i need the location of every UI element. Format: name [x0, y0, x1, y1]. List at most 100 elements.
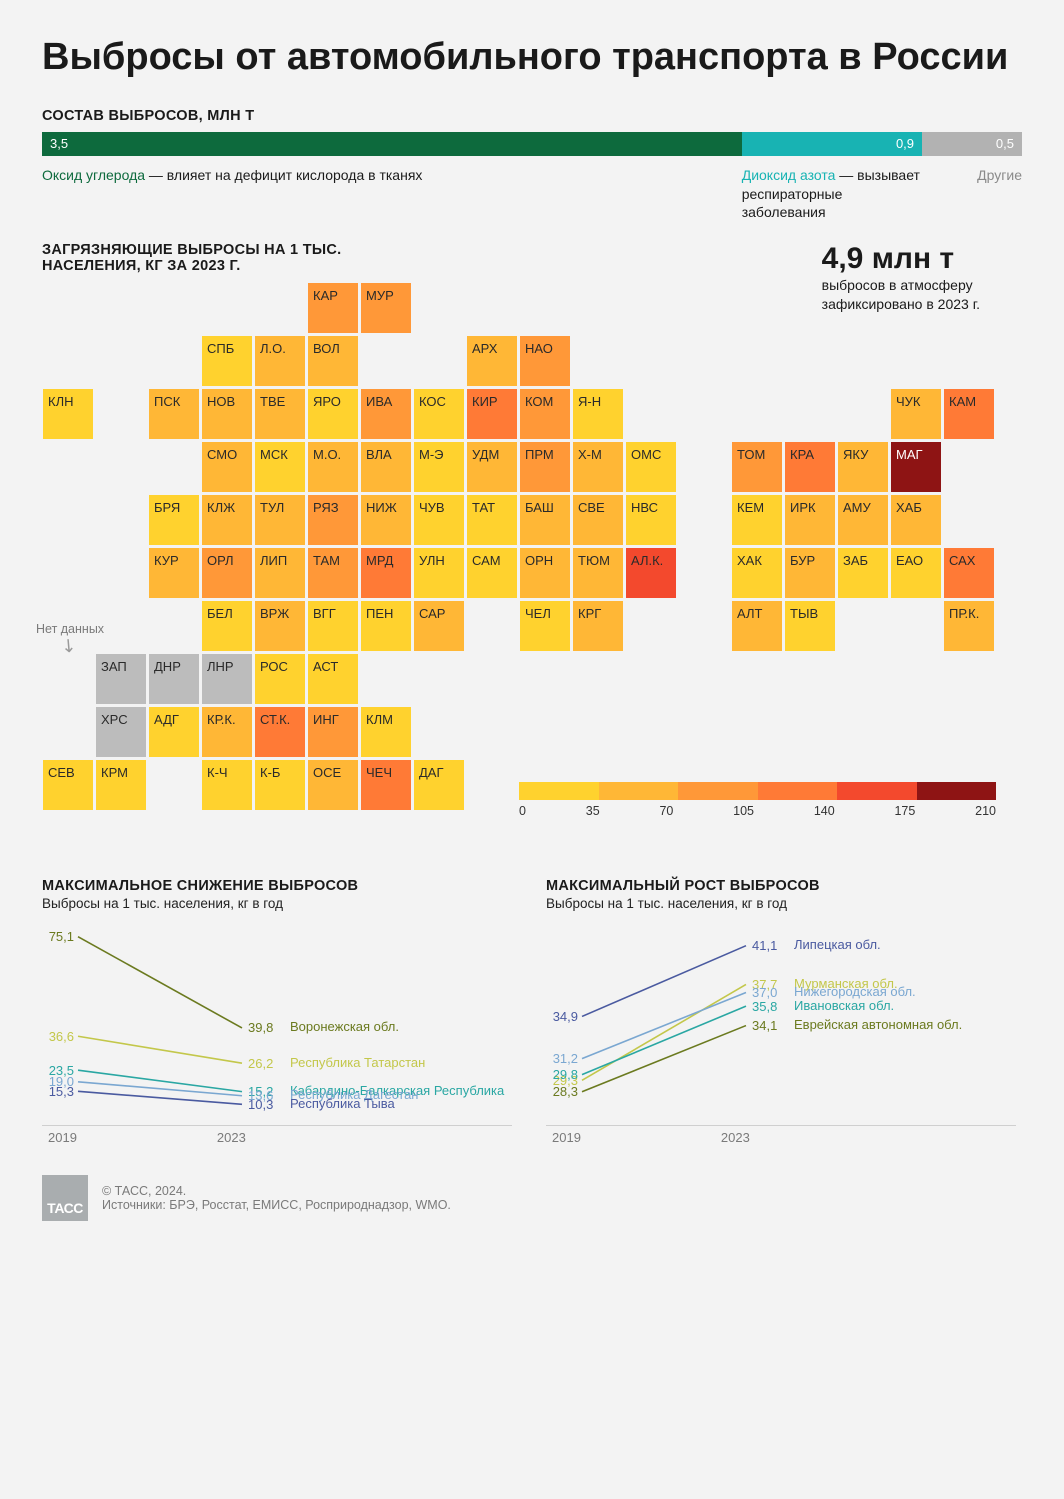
sources: Источники: БРЭ, Росстат, ЕМИСС, Росприро… [102, 1198, 451, 1212]
region-tile: МАГ [890, 441, 942, 493]
region-tile: ЧУВ [413, 494, 465, 546]
copyright: © ТАСС, 2024. [102, 1184, 451, 1198]
composition-legend-item: Диоксид азота — вызывает респираторные з… [742, 162, 922, 223]
region-tile: КОМ [519, 388, 571, 440]
region-tile: БАШ [519, 494, 571, 546]
region-tile: БУР [784, 547, 836, 599]
region-tile: НАО [519, 335, 571, 387]
region-tile: АЛТ [731, 600, 783, 652]
region-tile: КАР [307, 282, 359, 334]
region-tile: РЯЗ [307, 494, 359, 546]
region-tile: САМ [466, 547, 518, 599]
line-chart-svg [546, 921, 1016, 1121]
region-tile: ХАБ [890, 494, 942, 546]
year-2019: 2019 [48, 1130, 77, 1145]
decrease-subtitle: Выбросы на 1 тыс. населения, кг в год [42, 896, 512, 911]
region-tile: ДАГ [413, 759, 465, 811]
region-tile: МРД [360, 547, 412, 599]
region-tile: ЧУК [890, 388, 942, 440]
segment-value: 3,5 [42, 136, 76, 151]
region-tile: КРА [784, 441, 836, 493]
scale-segment [678, 782, 758, 800]
region-tile: КРГ [572, 600, 624, 652]
region-tile: КРМ [95, 759, 147, 811]
region-tile: ОМС [625, 441, 677, 493]
segment-value: 0,5 [988, 136, 1022, 151]
region-tile: Л.О. [254, 335, 306, 387]
scale-segment [837, 782, 917, 800]
region-tile: ПЕН [360, 600, 412, 652]
region-tile: КИР [466, 388, 518, 440]
region-tile: СЕВ [42, 759, 94, 811]
region-tile: СМО [201, 441, 253, 493]
increase-chart: МАКСИМАЛЬНЫЙ РОСТ ВЫБРОСОВ Выбросы на 1 … [546, 878, 1016, 1145]
region-tile: НОВ [201, 388, 253, 440]
region-tile: ИРК [784, 494, 836, 546]
summary-value: 4,9 млн т [822, 242, 980, 276]
region-tile: ДНР [148, 653, 200, 705]
decrease-title: МАКСИМАЛЬНОЕ СНИЖЕНИЕ ВЫБРОСОВ [42, 878, 512, 894]
composition-legend: Оксид углерода — влияет на дефицит кисло… [42, 162, 1022, 223]
region-tile: ХРС [95, 706, 147, 758]
composition-label: СОСТАВ ВЫБРОСОВ, МЛН Т [42, 108, 1022, 124]
region-tile: КЛЖ [201, 494, 253, 546]
region-tile: К-Ч [201, 759, 253, 811]
composition-segment: 0,5 [922, 132, 1022, 156]
region-tile: ИВА [360, 388, 412, 440]
legend-desc: — влияет на дефицит кислорода в тканях [149, 167, 422, 183]
region-tile: М-Э [413, 441, 465, 493]
region-tile: ОРЛ [201, 547, 253, 599]
region-tile: УДМ [466, 441, 518, 493]
region-tile: ЗАП [95, 653, 147, 705]
year-2023: 2023 [721, 1130, 750, 1145]
region-tile: КЛН [42, 388, 94, 440]
region-tile: ВРЖ [254, 600, 306, 652]
region-tile: КУР [148, 547, 200, 599]
region-tile: К-Б [254, 759, 306, 811]
region-tile: САР [413, 600, 465, 652]
legend-name: Другие [977, 167, 1022, 183]
tass-badge: ТАСС [42, 1175, 88, 1221]
region-tile: ПРМ [519, 441, 571, 493]
region-tile: МСК [254, 441, 306, 493]
region-tile: РОС [254, 653, 306, 705]
region-tile: СТ.К. [254, 706, 306, 758]
scale-tick: 175 [894, 804, 915, 818]
region-tile: ЯКУ [837, 441, 889, 493]
region-tile: ТОМ [731, 441, 783, 493]
decrease-plot: 75,139,8Воронежская обл.36,626,2Республи… [42, 921, 512, 1121]
color-scale: 03570105140175210 [519, 782, 996, 818]
region-tile-grid: КАРМУРСПБЛ.О.ВОЛАРХНАОКЛНПСКНОВТВЕЯРОИВА… [42, 282, 1022, 812]
composition-legend-item: Оксид углерода — влияет на дефицит кисло… [42, 162, 742, 223]
scale-segment [917, 782, 997, 800]
region-tile: БРЯ [148, 494, 200, 546]
region-tile: АСТ [307, 653, 359, 705]
increase-subtitle: Выбросы на 1 тыс. населения, кг в год [546, 896, 1016, 911]
region-tile: ТУЛ [254, 494, 306, 546]
decrease-axis: 2019 2023 [42, 1125, 512, 1145]
region-tile: АРХ [466, 335, 518, 387]
legend-name: Оксид углерода [42, 167, 149, 183]
region-tile: КЕМ [731, 494, 783, 546]
footer: ТАСС © ТАСС, 2024. Источники: БРЭ, Росст… [42, 1175, 1022, 1221]
region-tile: АЛ.К. [625, 547, 677, 599]
region-tile: НВС [625, 494, 677, 546]
region-tile: ЛНР [201, 653, 253, 705]
region-tile: М.О. [307, 441, 359, 493]
region-tile: ЧЕЛ [519, 600, 571, 652]
page-title: Выбросы от автомобильного транспорта в Р… [42, 36, 1022, 80]
segment-value: 0,9 [888, 136, 922, 151]
region-tile: ХАК [731, 547, 783, 599]
region-tile: АМУ [837, 494, 889, 546]
region-tile: КЛМ [360, 706, 412, 758]
decrease-chart: МАКСИМАЛЬНОЕ СНИЖЕНИЕ ВЫБРОСОВ Выбросы н… [42, 878, 512, 1145]
composition-segment: 0,9 [742, 132, 922, 156]
grid-label: ЗАГРЯЗНЯЮЩИЕ ВЫБРОСЫ НА 1 ТЫС. НАСЕЛЕНИЯ… [42, 242, 362, 274]
composition-legend-item: Другие [922, 162, 1022, 223]
legend-name: Диоксид азота [742, 167, 840, 183]
line-chart-svg [42, 921, 512, 1121]
scale-tick: 140 [814, 804, 835, 818]
nodata-arrow-icon: ↘ [56, 632, 81, 658]
region-tile: ОСЕ [307, 759, 359, 811]
region-tile: ТАТ [466, 494, 518, 546]
